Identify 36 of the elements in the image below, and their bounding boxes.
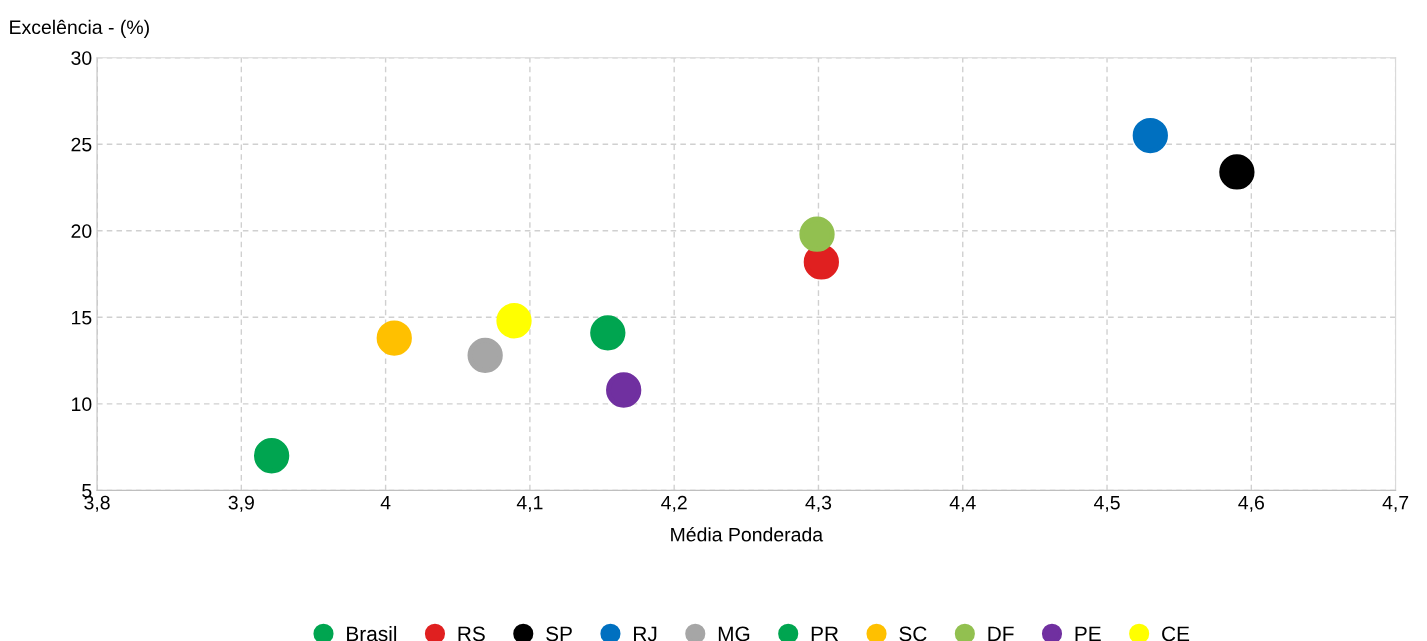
x-tick-label: 4,2: [661, 495, 687, 512]
legend-label: PE: [1075, 626, 1101, 641]
point: [803, 244, 839, 280]
x-tick-label: 3,9: [228, 495, 254, 512]
point: [376, 320, 412, 356]
point: [1219, 154, 1255, 190]
x-axis-title: Média Ponderada: [671, 527, 824, 542]
legend-label: PR: [811, 626, 839, 641]
legend-label: Brasil: [347, 625, 397, 641]
point: [1132, 117, 1168, 154]
y-tick-label: 20: [71, 224, 92, 238]
point: [496, 303, 532, 339]
x-tick-label: 4,4: [949, 495, 976, 512]
legend-label: SP: [546, 626, 572, 641]
legend-label: DF: [988, 626, 1014, 641]
point: [467, 337, 503, 374]
point: [606, 372, 642, 408]
x-tick-label: 4,7: [1382, 495, 1409, 512]
x-tick-label: 4,3: [805, 495, 832, 512]
x-tick-label: 4,6: [1238, 495, 1264, 512]
x-tick-label: 4,5: [1093, 495, 1120, 512]
legend-label: RJ: [634, 626, 657, 641]
x-tick-label: 4: [380, 495, 391, 510]
legend-label: SC: [899, 626, 927, 641]
y-tick-label: 25: [71, 137, 92, 152]
point: [253, 438, 290, 474]
y-tick-label: 10: [72, 397, 92, 412]
y-axis-title: Excelência - (%): [10, 19, 149, 38]
point: [590, 315, 626, 351]
legend-label: RS: [458, 626, 485, 641]
y-tick-label: 30: [71, 51, 92, 65]
x-tick-label: 4,1: [516, 495, 543, 512]
legend-label: MG: [718, 626, 750, 641]
legend-label: CE: [1162, 626, 1190, 641]
point: [799, 216, 835, 252]
y-tick-label: 15: [72, 310, 92, 325]
